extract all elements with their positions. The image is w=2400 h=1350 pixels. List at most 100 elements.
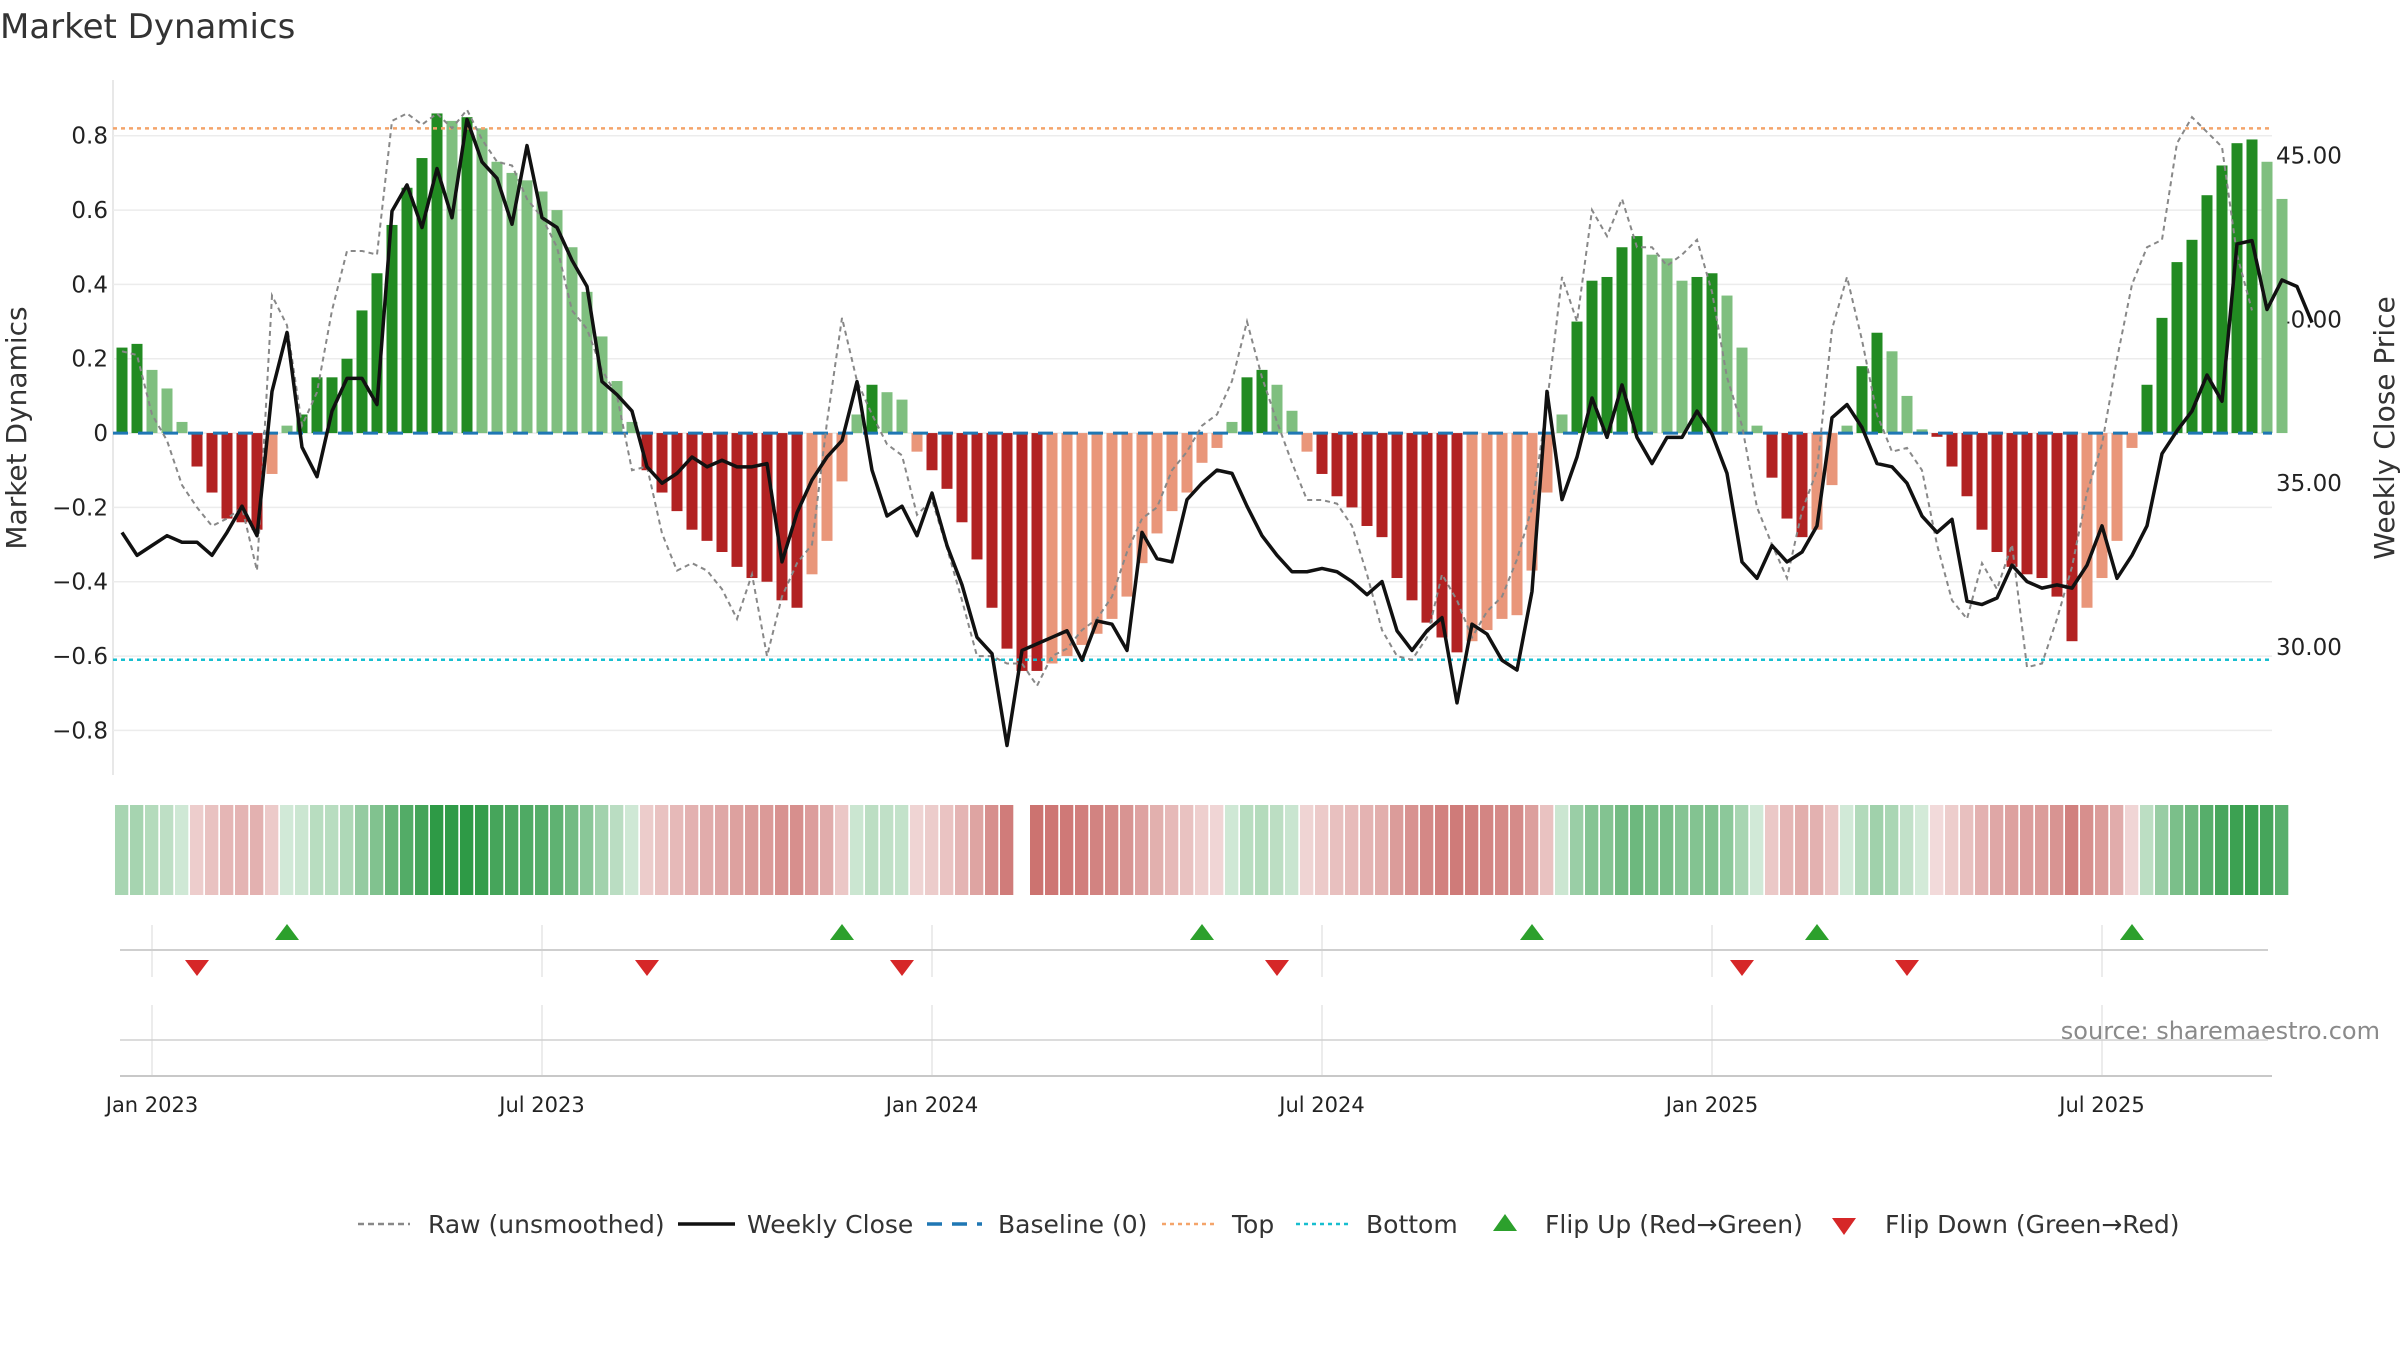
dynamics-bar [806,433,818,575]
dynamics-bar [476,128,488,434]
dynamics-bar [1721,295,1733,434]
regime-cell [1825,805,1839,895]
date-tick-labels: Jan 2023 Jul 2023 Jan 2024 Jul 2024 Jan 2025… [104,1093,2145,1117]
regime-cell [250,805,264,895]
date-tick-label: Jan 2023 [104,1093,199,1117]
dynamics-bar [1751,425,1763,434]
regime-cell [625,805,639,895]
regime-cell [2275,805,2289,895]
dynamics-bar [2171,262,2183,434]
regime-cell [700,805,714,895]
flip-up-marker [2120,924,2144,940]
regime-cell [2095,805,2109,895]
regime-cell [1450,805,1464,895]
y-tick-labels: 0.8 0.6 0.4 0.2 0 −0.2 −0.4 −0.6 −0.8 [52,124,108,745]
dynamics-bar [1586,280,1598,434]
regime-cell [865,805,879,895]
flip-up-marker [1805,924,1829,940]
legend-flip-up-label: Flip Up (Red→Green) [1545,1210,1803,1239]
regime-cell [820,805,834,895]
dynamics-bar [656,433,668,493]
regime-cell [2155,805,2169,895]
dynamics-bar [866,384,878,434]
regime-cell [835,805,849,895]
regime-cell [730,805,744,895]
regime-cell [2260,805,2274,895]
legend-flip-up-marker [1493,1214,1517,1231]
regime-cell [670,805,684,895]
regime-cell [1990,805,2004,895]
dynamics-bar [1661,258,1673,434]
regime-cell [1360,805,1374,895]
dynamics-bar [1391,433,1403,579]
regime-cell [235,805,249,895]
dynamics-bar [896,399,908,434]
dynamics-bar [1031,433,1043,671]
regime-cell [1225,805,1239,895]
regime-cell [1675,805,1689,895]
regime-cell [745,805,759,895]
dynamics-bar [431,113,443,434]
legend-baseline-label: Baseline (0) [998,1210,1147,1239]
dynamics-bar [1061,433,1073,657]
dynamics-bar [1241,377,1253,434]
regime-cell [1840,805,1854,895]
dynamics-bar [2126,433,2138,448]
legend-raw-label: Raw (unsmoothed) [428,1210,665,1239]
dynamics-bar [1001,433,1013,649]
dynamics-bar [731,433,743,567]
regime-cell [1510,805,1524,895]
dynamics-bar [1181,433,1193,493]
flip-up-marker [275,924,299,940]
regime-cell [895,805,909,895]
dynamics-bar [1331,433,1343,497]
regime-cell [1195,805,1209,895]
regime-cell [970,805,984,895]
dynamics-bar [2081,433,2093,608]
dynamics-bar [1436,433,1448,638]
dynamics-bar [281,425,293,434]
dynamics-bar [161,388,173,434]
regime-cell [2020,805,2034,895]
dynamics-bar [911,433,923,452]
dynamics-bar [1226,421,1238,434]
regime-cell [2245,805,2259,895]
regime-cell [130,805,144,895]
regime-cell [400,805,414,895]
dynamics-bar [251,433,263,530]
dynamics-bar [206,433,218,493]
dynamics-bar [416,158,428,434]
y-axis-label: Market Dynamics [0,306,33,549]
dynamics-bar [1121,433,1133,597]
dynamics-bar [341,358,353,434]
regime-cell [340,805,354,895]
regime-cell [505,805,519,895]
regime-cell [2200,805,2214,895]
dynamics-bar [956,433,968,523]
regime-cell [715,805,729,895]
regime-cell [1345,805,1359,895]
dynamics-bar [1781,433,1793,519]
dynamics-bar [401,187,413,434]
source-note: source: sharemaestro.com [2061,1017,2380,1045]
date-tick-label: Jan 2024 [884,1093,979,1117]
main-plot: 0.80.60.40.20−0.2−0.4−0.6−0.8 45.0040.00… [0,80,2400,775]
regime-cell [565,805,579,895]
dynamics-bar [2111,433,2123,541]
regime-cell [1540,805,1554,895]
regime-cell [2185,805,2199,895]
dynamics-bar [791,433,803,608]
regime-cell [1735,805,1749,895]
dynamics-bar [536,191,548,434]
regime-cell [160,805,174,895]
regime-cell [1090,805,1104,895]
dynamics-bar [1961,433,1973,497]
regime-cell [1465,805,1479,895]
regime-cell [1315,805,1329,895]
regime-cell [1585,805,1599,895]
dynamics-bar [116,347,128,434]
regime-cell [880,805,894,895]
dynamics-bar [146,369,158,434]
regime-cell [1915,805,1929,895]
regime-cell [1885,805,1899,895]
